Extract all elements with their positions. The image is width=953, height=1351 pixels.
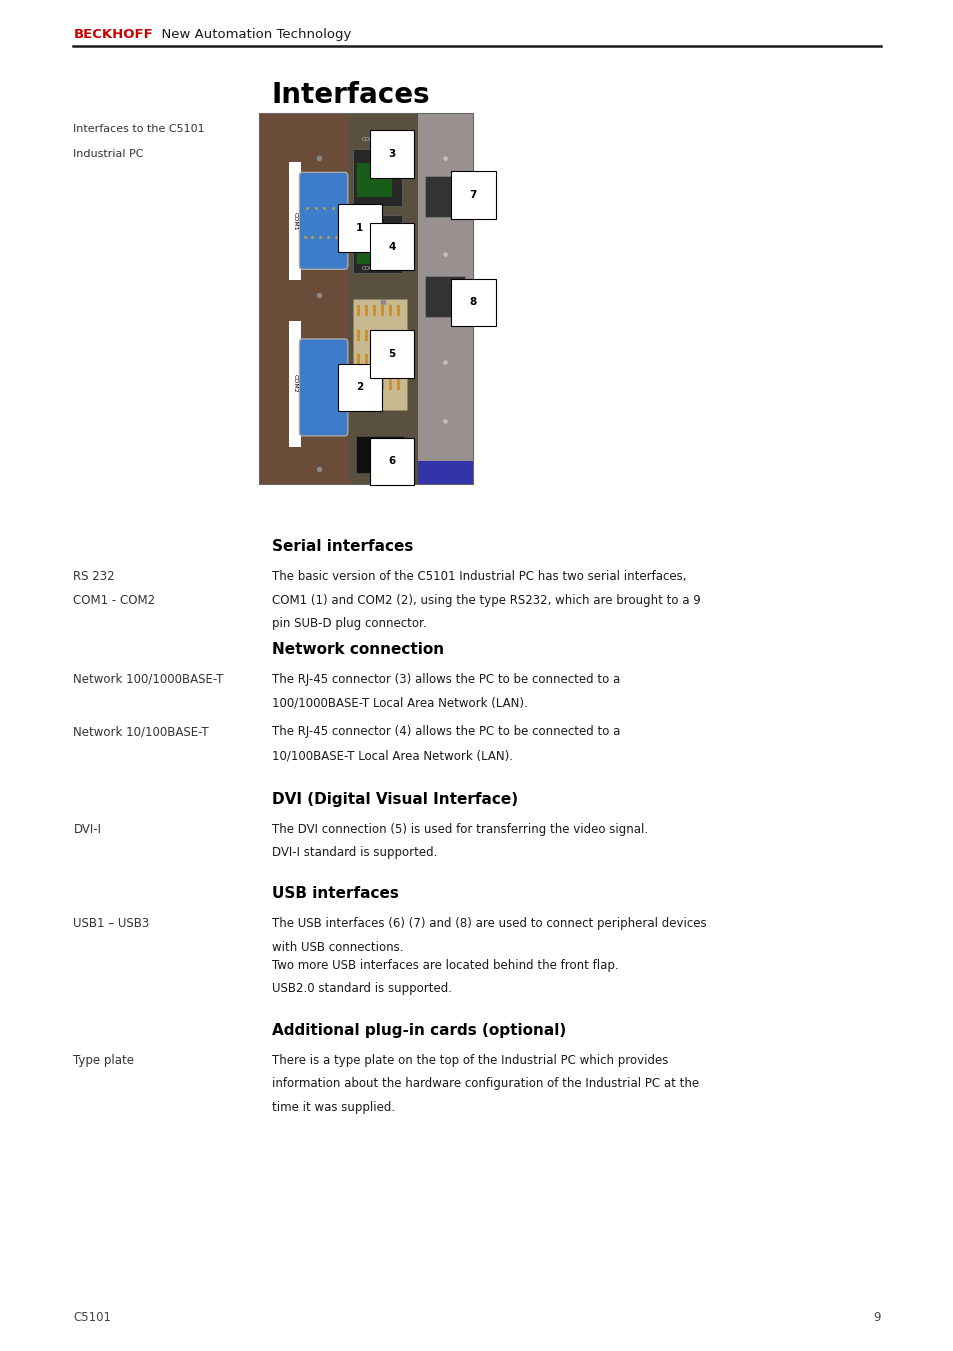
Text: Serial interfaces: Serial interfaces [272,539,413,554]
Text: Network connection: Network connection [272,642,443,657]
Text: The USB interfaces (6) (7) and (8) are used to connect peripheral devices: The USB interfaces (6) (7) and (8) are u… [272,917,706,931]
Text: COM2: COM2 [293,374,297,393]
Text: DVI (Digital Visual Interface): DVI (Digital Visual Interface) [272,792,517,807]
FancyBboxPatch shape [299,173,348,269]
FancyBboxPatch shape [299,339,348,436]
Bar [365,378,368,389]
Bar [357,330,360,340]
Bar [396,354,399,365]
Bar [389,354,392,365]
Text: 2: 2 [355,382,363,392]
Bar [353,299,407,409]
Bar [365,305,368,316]
Text: Type plate: Type plate [73,1054,134,1067]
Text: USB2.0 standard is supported.: USB2.0 standard is supported. [272,982,452,996]
Text: DVI-I: DVI-I [73,823,101,836]
Bar [373,378,375,389]
Text: RS 232: RS 232 [73,570,115,584]
Text: Two more USB interfaces are located behind the front flap.: Two more USB interfaces are located behi… [272,959,618,973]
Text: Network 100/1000BASE-T: Network 100/1000BASE-T [73,673,224,686]
Text: The basic version of the C5101 Industrial PC has two serial interfaces,: The basic version of the C5101 Industria… [272,570,685,584]
Bar [425,277,465,317]
Bar [357,163,392,197]
Bar [289,320,301,447]
Text: 8: 8 [469,297,476,307]
Text: COM1 - COM2: COM1 - COM2 [73,594,155,607]
Text: DVI-I standard is supported.: DVI-I standard is supported. [272,846,436,859]
Bar [365,330,368,340]
Text: COM: COM [362,266,375,272]
Text: USB1 – USB3: USB1 – USB3 [73,917,150,931]
Bar [396,305,399,316]
Text: 3: 3 [388,149,395,159]
Text: USB interfaces: USB interfaces [272,886,398,901]
Bar [357,230,392,263]
Bar [417,113,473,484]
Bar [417,462,473,484]
Text: C5101: C5101 [73,1310,112,1324]
Bar [380,330,383,340]
Text: The DVI connection (5) is used for transferring the video signal.: The DVI connection (5) is used for trans… [272,823,647,836]
Bar [349,113,417,484]
Text: COM1: COM1 [293,212,297,230]
Text: 100/1000BASE-T Local Area Network (LAN).: 100/1000BASE-T Local Area Network (LAN). [272,697,527,709]
Bar [389,305,392,316]
Text: 6: 6 [388,457,395,466]
Text: The RJ-45 connector (4) allows the PC to be connected to a: The RJ-45 connector (4) allows the PC to… [272,725,619,739]
Text: The RJ-45 connector (3) allows the PC to be connected to a: The RJ-45 connector (3) allows the PC to… [272,673,619,686]
Text: New Automation Technology: New Automation Technology [152,28,351,42]
Bar [373,354,375,365]
Text: 5: 5 [388,349,395,359]
Bar [380,305,383,316]
Text: information about the hardware configuration of the Industrial PC at the: information about the hardware configura… [272,1078,699,1090]
Bar [357,305,360,316]
Text: There is a type plate on the top of the Industrial PC which provides: There is a type plate on the top of the … [272,1054,667,1067]
Text: 1: 1 [355,223,363,234]
Bar [357,354,360,365]
Text: time it was supplied.: time it was supplied. [272,1101,395,1115]
Bar [259,113,349,484]
Bar [357,378,360,389]
Bar [380,354,383,365]
Bar [389,330,392,340]
Bar [396,330,399,340]
Bar [259,113,473,484]
Bar [373,330,375,340]
Bar [353,215,401,273]
Text: with USB connections.: with USB connections. [272,940,403,954]
Text: 4: 4 [388,242,395,251]
Bar [425,177,465,218]
Text: Interfaces to the C5101: Interfaces to the C5101 [73,124,205,134]
Bar [355,435,403,473]
Text: COM1 (1) and COM2 (2), using the type RS232, which are brought to a 9: COM1 (1) and COM2 (2), using the type RS… [272,594,700,607]
Text: 7: 7 [469,190,476,200]
Bar [373,305,375,316]
Text: Industrial PC: Industrial PC [73,149,144,158]
Text: COM: COM [362,136,375,142]
Bar [389,378,392,389]
Text: pin SUB-D plug connector.: pin SUB-D plug connector. [272,617,426,631]
Text: 9: 9 [872,1310,880,1324]
Text: Additional plug-in cards (optional): Additional plug-in cards (optional) [272,1023,565,1038]
Bar [289,162,301,280]
Bar [365,354,368,365]
Text: 10/100BASE-T Local Area Network (LAN).: 10/100BASE-T Local Area Network (LAN). [272,748,513,762]
Text: Interfaces: Interfaces [272,81,430,109]
Bar [259,113,473,484]
Bar [380,378,383,389]
Text: BECKHOFF: BECKHOFF [73,28,153,42]
Bar [353,149,401,205]
Bar [396,378,399,389]
Text: Network 10/100BASE-T: Network 10/100BASE-T [73,725,209,739]
